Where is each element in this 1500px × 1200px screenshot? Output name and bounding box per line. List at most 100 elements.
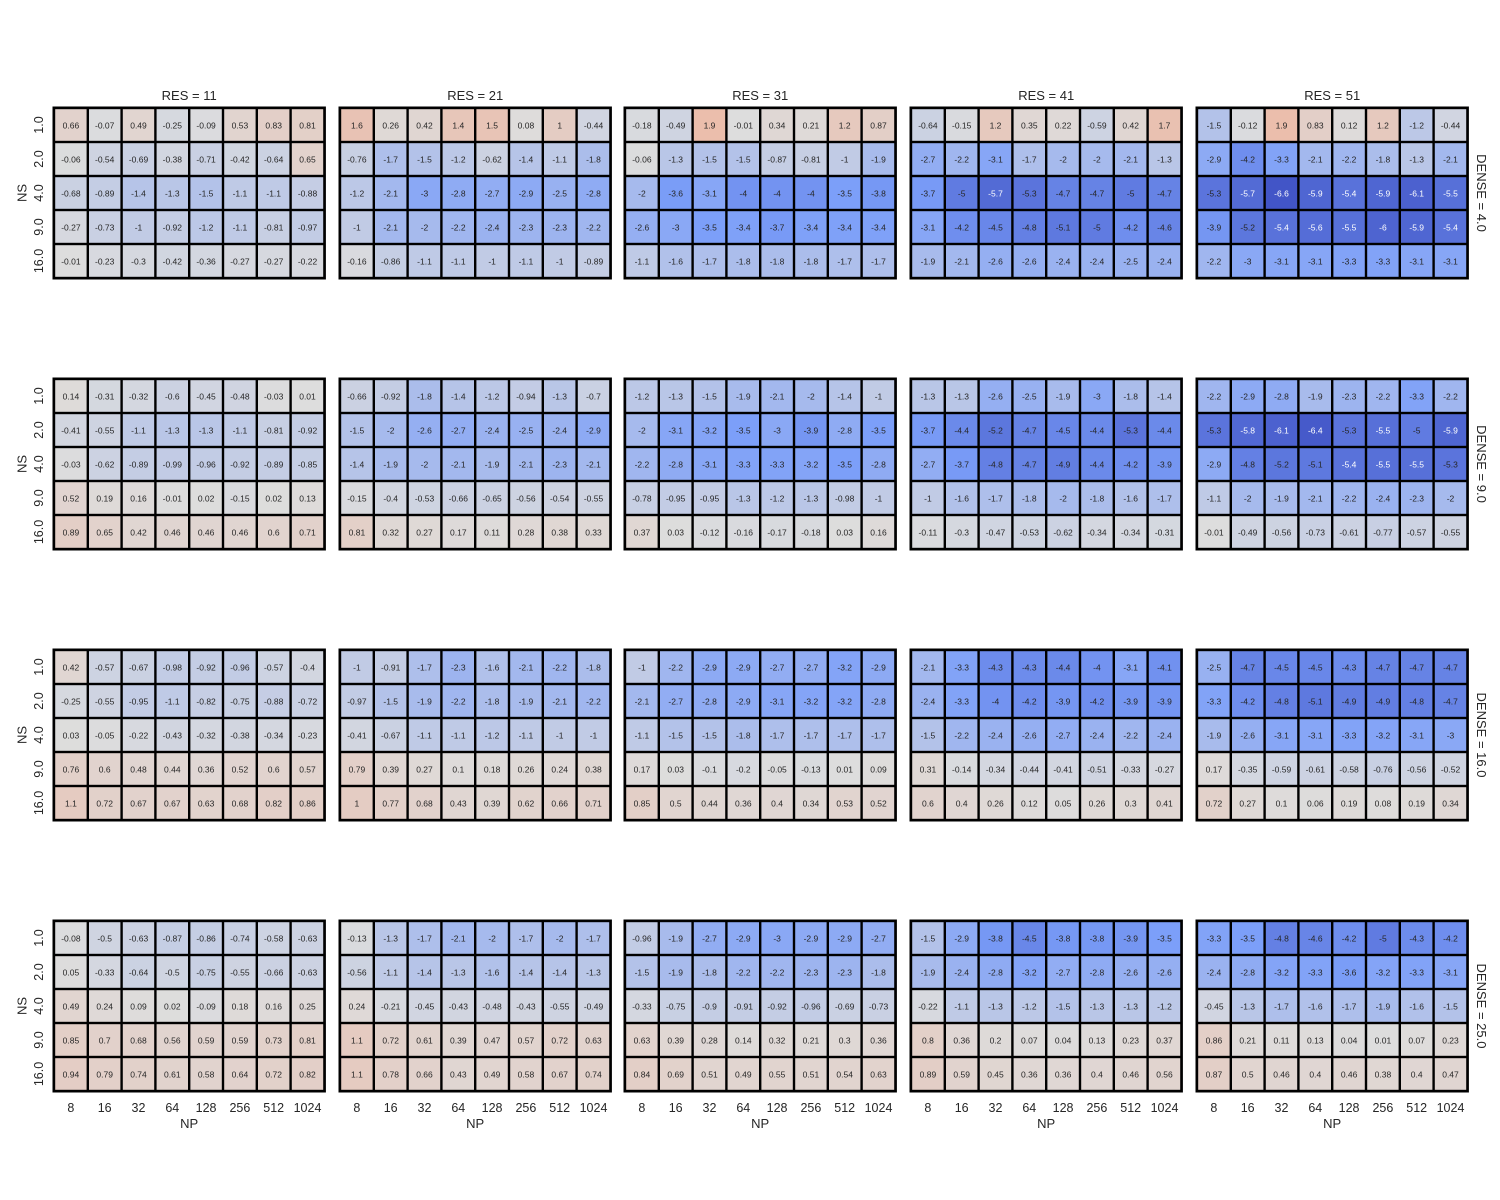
cell-value-label: -1.4 bbox=[131, 189, 146, 199]
cell-value-label: -1.7 bbox=[837, 257, 852, 267]
heatmap-cell bbox=[408, 956, 441, 988]
heatmap-cell bbox=[544, 719, 576, 751]
heatmap-cell bbox=[89, 482, 121, 514]
cell-value-label: -0.48 bbox=[230, 392, 250, 402]
heatmap-cell bbox=[577, 1024, 610, 1056]
cell-value-label: -0.66 bbox=[449, 494, 469, 504]
cell-value-label: 0.72 bbox=[382, 1036, 399, 1046]
cell-value-label: -1.2 bbox=[635, 392, 650, 402]
cell-value-label: -1.2 bbox=[770, 494, 785, 504]
cell-value-label: -0.14 bbox=[952, 765, 972, 775]
cell-value-label: -2.1 bbox=[451, 934, 466, 944]
cell-value-label: 0.57 bbox=[299, 765, 316, 775]
cell-value-label: -0.56 bbox=[1407, 765, 1427, 775]
cell-value-label: 0.81 bbox=[299, 121, 316, 131]
heatmap-cell bbox=[510, 448, 542, 480]
cell-value-label: 0.67 bbox=[130, 799, 147, 809]
heatmap-cell bbox=[341, 211, 373, 243]
heatmap-cell bbox=[408, 177, 441, 209]
heatmap-cell bbox=[258, 719, 290, 751]
heatmap-cell bbox=[912, 1058, 944, 1090]
cell-value-label: -1 bbox=[875, 392, 883, 402]
heatmap-cell bbox=[1333, 922, 1365, 954]
cell-value-label: 0.39 bbox=[450, 1036, 467, 1046]
heatmap-cell bbox=[829, 1024, 861, 1056]
heatmap-cell bbox=[1265, 651, 1298, 683]
cell-value-label: -2 bbox=[556, 934, 564, 944]
cell-value-label: -1.8 bbox=[1376, 155, 1391, 165]
heatmap-cell bbox=[1299, 380, 1331, 412]
heatmap-cell bbox=[946, 109, 978, 141]
heatmap-cell bbox=[89, 1058, 121, 1090]
heatmap-cell bbox=[727, 1024, 759, 1056]
cell-value-label: 0.24 bbox=[551, 765, 568, 775]
cell-value-label: 0.3 bbox=[1125, 799, 1137, 809]
cell-value-label: -4.3 bbox=[1022, 663, 1037, 673]
heatmap-cell bbox=[224, 516, 256, 548]
cell-value-label: -3.3 bbox=[1274, 155, 1289, 165]
cell-value-label: -0.63 bbox=[298, 968, 318, 978]
heatmap-cell bbox=[829, 177, 861, 209]
heatmap-cell bbox=[1333, 753, 1365, 785]
heatmap-cell bbox=[1148, 482, 1181, 514]
heatmap-cell bbox=[1401, 516, 1433, 548]
heatmap-cell bbox=[1333, 685, 1365, 717]
cell-value-label: -0.62 bbox=[95, 460, 115, 470]
heatmap-cell bbox=[258, 143, 290, 175]
heatmap-cell bbox=[1265, 211, 1298, 243]
heatmap-cell bbox=[626, 719, 658, 751]
cell-value-label: -1.6 bbox=[485, 968, 500, 978]
cell-value-label: -5 bbox=[1413, 426, 1421, 436]
cell-value-label: -2.8 bbox=[1274, 392, 1289, 402]
cell-value-label: 0.43 bbox=[450, 799, 467, 809]
cell-value-label: 0.17 bbox=[450, 528, 467, 538]
cell-value-label: 0.82 bbox=[265, 799, 282, 809]
cell-value-label: -3.1 bbox=[1443, 257, 1458, 267]
cell-value-label: -2 bbox=[1093, 155, 1101, 165]
heatmap-cell bbox=[946, 922, 978, 954]
cell-value-label: -1.7 bbox=[804, 731, 819, 741]
heatmap-cell bbox=[55, 177, 87, 209]
heatmap-cell bbox=[375, 651, 407, 683]
cell-value-label: -0.94 bbox=[516, 392, 536, 402]
heatmap-cell bbox=[1047, 956, 1079, 988]
heatmap-cell bbox=[375, 143, 407, 175]
cell-value-label: 0.14 bbox=[63, 392, 80, 402]
heatmap-cell bbox=[375, 482, 407, 514]
cell-value-label: -2.1 bbox=[383, 189, 398, 199]
cell-value-label: 0.03 bbox=[667, 765, 684, 775]
heatmap-cell bbox=[1115, 245, 1147, 277]
heatmap-cell bbox=[408, 719, 441, 751]
cell-value-label: -0.88 bbox=[298, 189, 318, 199]
heatmap-cell bbox=[341, 753, 373, 785]
cell-value-label: 0.17 bbox=[1206, 765, 1223, 775]
heatmap-cell bbox=[375, 245, 407, 277]
cell-value-label: 0.28 bbox=[701, 1036, 718, 1046]
heatmap-cell bbox=[476, 380, 508, 412]
cell-value-label: -0.82 bbox=[196, 697, 216, 707]
cell-value-label: -1.7 bbox=[871, 257, 886, 267]
heatmap-cell bbox=[1047, 211, 1079, 243]
heatmap-cell bbox=[1198, 956, 1230, 988]
heatmap-cell bbox=[1265, 482, 1298, 514]
cell-value-label: 1 bbox=[557, 121, 562, 131]
cell-value-label: 0.84 bbox=[634, 1070, 651, 1080]
cell-value-label: -2.1 bbox=[586, 460, 601, 470]
heatmap-cell bbox=[544, 143, 576, 175]
cell-value-label: 0.72 bbox=[265, 1070, 282, 1080]
cell-value-label: 0.05 bbox=[63, 968, 80, 978]
heatmap-cell bbox=[1013, 380, 1045, 412]
heatmap-cell bbox=[224, 685, 256, 717]
cell-value-label: -0.33 bbox=[1121, 765, 1141, 775]
cell-value-label: 1.4 bbox=[452, 121, 464, 131]
cell-value-label: 0.66 bbox=[416, 1070, 433, 1080]
cell-value-label: -2 bbox=[387, 426, 395, 436]
heatmap-cell bbox=[1013, 685, 1045, 717]
cell-value-label: -0.69 bbox=[129, 155, 149, 165]
heatmap-cell bbox=[912, 482, 944, 514]
heatmap-cell bbox=[1232, 651, 1264, 683]
x-tick-label: 256 bbox=[1086, 1101, 1107, 1115]
cell-value-label: -1.1 bbox=[552, 155, 567, 165]
heatmap-cell bbox=[1081, 651, 1113, 683]
y-axis-label: NS bbox=[15, 726, 30, 744]
